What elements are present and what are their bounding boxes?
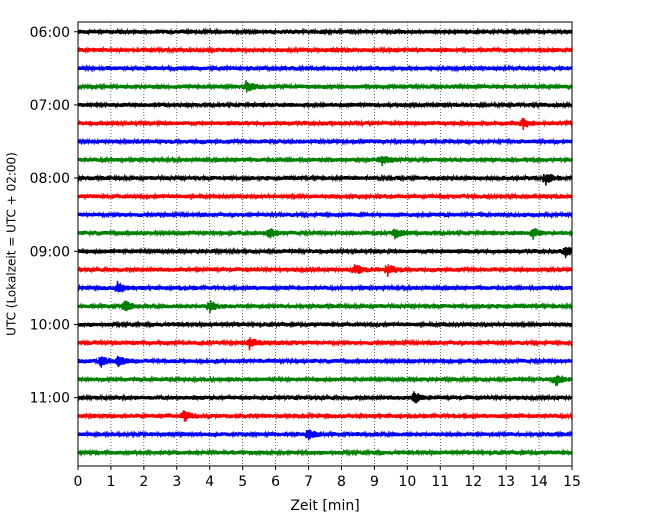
- trace-0745: [77, 155, 573, 167]
- trace-0845: [77, 228, 573, 240]
- trace-1045: [77, 374, 573, 386]
- x-tick-label: 10: [398, 474, 416, 490]
- y-tick-label: 11:00: [30, 391, 70, 407]
- x-axis-ticks: 0 1 2 3 4 5 6 7 8 9 10 11 12 13 14 15: [74, 466, 581, 490]
- x-tick-label: 13: [497, 474, 515, 490]
- y-tick-label: 08:00: [30, 171, 70, 187]
- trace-0645: [77, 80, 573, 93]
- y-tick-label: 06:00: [30, 25, 70, 41]
- trace-1000: [77, 320, 573, 329]
- trace-1145: [77, 448, 573, 458]
- trace-0830: [77, 210, 573, 220]
- x-axis-label: Zeit [min]: [290, 498, 359, 514]
- trace-1130: [77, 429, 573, 441]
- x-tick-label: 12: [464, 474, 482, 490]
- trace-0615: [77, 45, 573, 55]
- x-tick-label: 11: [431, 474, 449, 490]
- y-axis-label: UTC (Lokalzeit = UTC + 02:00): [5, 152, 19, 336]
- trace-0915: [77, 264, 573, 277]
- x-tick-label: 5: [238, 474, 247, 490]
- y-axis-ticks: 06:00 07:00 08:00 09:00 10:00 11:00: [30, 25, 78, 407]
- x-tick-label: 4: [205, 474, 214, 490]
- y-tick-label: 09:00: [30, 244, 70, 260]
- x-tick-label: 0: [74, 474, 83, 490]
- x-tick-label: 9: [370, 474, 379, 490]
- x-tick-label: 15: [563, 474, 581, 490]
- trace-0900: [77, 246, 573, 259]
- x-tick-label: 2: [139, 474, 148, 490]
- y-tick-label: 10:00: [30, 318, 70, 334]
- trace-0630: [77, 63, 573, 73]
- trace-0730: [77, 137, 573, 146]
- plot-frame: [77, 21, 573, 467]
- trace-1100: [77, 391, 573, 404]
- x-tick-label: 6: [271, 474, 280, 490]
- y-tick-label: 07:00: [30, 98, 70, 114]
- grid-layer: [110, 22, 540, 466]
- x-tick-label: 7: [304, 474, 313, 490]
- trace-0700: [77, 100, 573, 110]
- x-tick-label: 1: [106, 474, 115, 490]
- trace-0815: [77, 192, 573, 201]
- trace-0800: [77, 173, 573, 186]
- trace-1015: [77, 337, 573, 351]
- trace-0930: [77, 280, 573, 293]
- trace-layer: [77, 27, 573, 458]
- trace-1030: [77, 355, 573, 368]
- x-tick-label: 3: [172, 474, 181, 490]
- x-tick-label: 8: [337, 474, 346, 490]
- trace-0715: [77, 117, 573, 131]
- trace-1115: [77, 410, 573, 422]
- x-tick-label: 14: [530, 474, 548, 490]
- trace-0600: [77, 27, 573, 37]
- trace-0945: [77, 300, 573, 314]
